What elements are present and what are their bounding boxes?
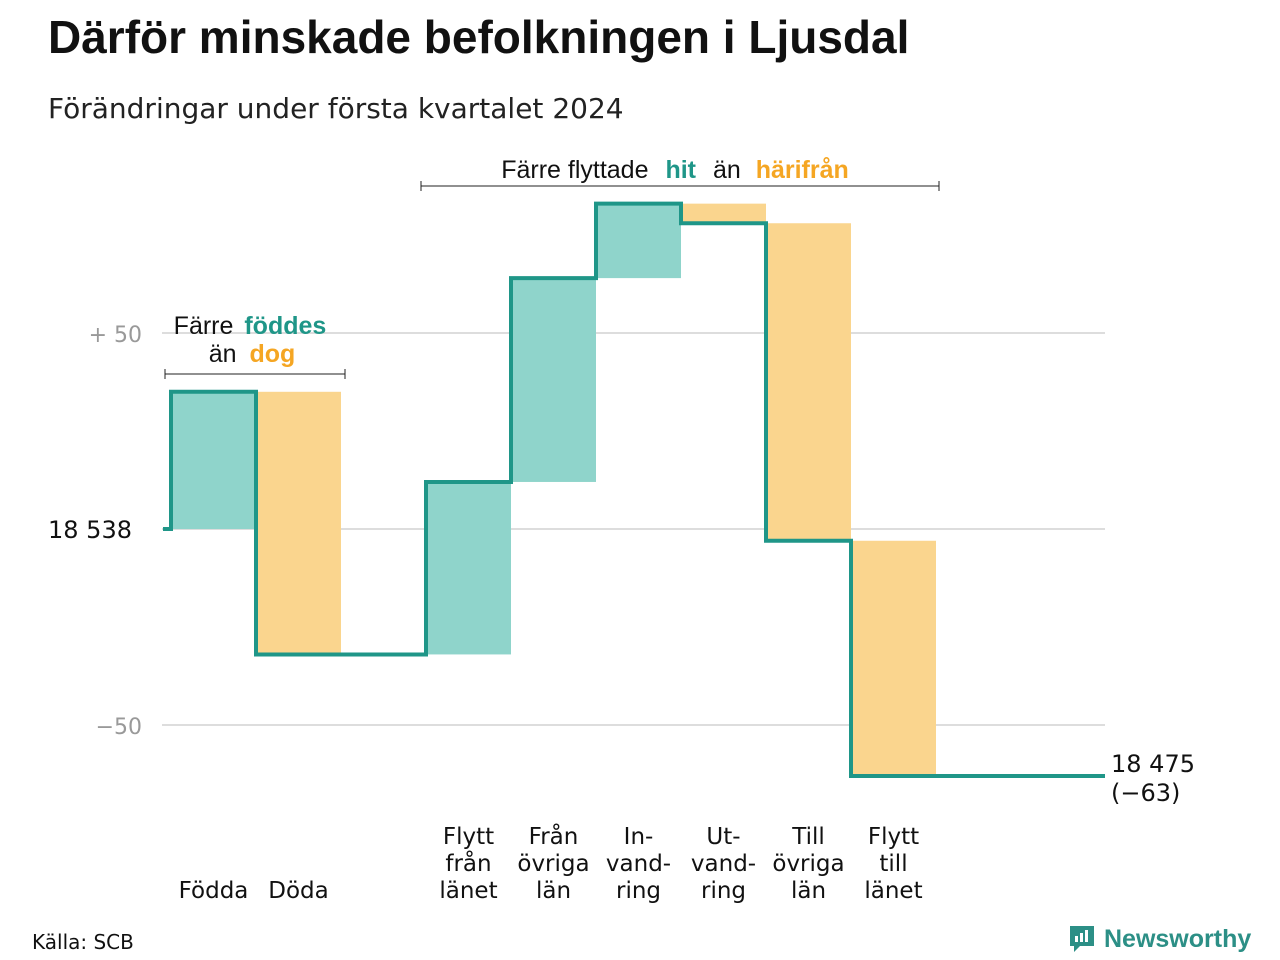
category-label: vand- [691, 851, 756, 877]
chart-title: Därför minskade befolkningen i Ljusdal [48, 11, 910, 63]
y-axis-ticks: + 50 18 538 −50 [48, 323, 142, 740]
category-label: ring [701, 878, 746, 904]
bars [171, 203, 936, 776]
annotation-births-prefix: Färre [174, 312, 234, 340]
annotation-deaths-highlight: dog [249, 340, 295, 368]
annotation-migration-prefix: Färre flyttade [501, 156, 648, 184]
bar [681, 203, 766, 224]
category-label: Döda [268, 878, 328, 904]
category-label: In- [624, 824, 654, 850]
bar [766, 223, 851, 541]
category-labels: Födda DödaFlyttfrånlänetFrånövrigalänIn-v… [179, 822, 923, 904]
source-note: Källa: SCB [32, 930, 134, 954]
annotation-migration-harifran: härifrån [756, 156, 849, 184]
end-value-label: 18 475 (−63) [1111, 750, 1195, 807]
bar [426, 481, 511, 655]
category-label: ring [616, 878, 661, 904]
annotation-migration-middle: än [713, 156, 741, 184]
category-label: Flytt [868, 824, 919, 850]
category-label: Ut- [706, 824, 740, 850]
category-label: Födda [179, 878, 249, 904]
svg-text:Färre föddes: Färre föddes [174, 312, 327, 340]
annotation-births-highlight: föddes [244, 312, 326, 340]
start-value-label: 18 538 [48, 516, 132, 544]
running-total-path [163, 201, 1105, 778]
bar [851, 540, 936, 776]
category-label: vand- [606, 851, 671, 877]
bar [596, 203, 681, 279]
category-label: från [445, 849, 491, 877]
brand-logo[interactable]: Newsworthy [1068, 924, 1251, 954]
bar-chart-speech-bubble-icon [1070, 926, 1094, 952]
y-tick-label: −50 [96, 715, 142, 740]
running-total-line [163, 201, 1105, 778]
category-label: län [536, 878, 571, 904]
births-deaths-annotation: Färre föddes än dog [164, 312, 346, 379]
category-label: Till [791, 824, 825, 850]
svg-text:Färre flyttade hit: Färre flyttade hit än härifrån [501, 156, 849, 184]
end-change: (−63) [1111, 779, 1180, 807]
svg-text:än dog: än dog [209, 340, 296, 368]
category-label: länet [864, 878, 922, 904]
migration-annotation: Färre flyttade hit än härifrån [420, 156, 940, 191]
category-label: Från [529, 822, 579, 850]
category-label: län [791, 878, 826, 904]
annotation-deaths-prefix: än [209, 340, 237, 368]
category-label: övriga [517, 851, 589, 877]
annotation-migration-hit: hit [665, 156, 696, 184]
category-label: övriga [772, 851, 844, 877]
end-value: 18 475 [1111, 750, 1195, 778]
category-label: länet [439, 878, 497, 904]
y-tick-label: + 50 [89, 323, 142, 348]
bar [256, 391, 341, 655]
category-label: till [879, 851, 907, 877]
category-label: Flytt [443, 824, 494, 850]
bar [171, 391, 256, 529]
chart-subtitle: Förändringar under första kvartalet 2024 [48, 92, 624, 125]
bar [511, 278, 596, 482]
brand-name: Newsworthy [1104, 924, 1252, 953]
